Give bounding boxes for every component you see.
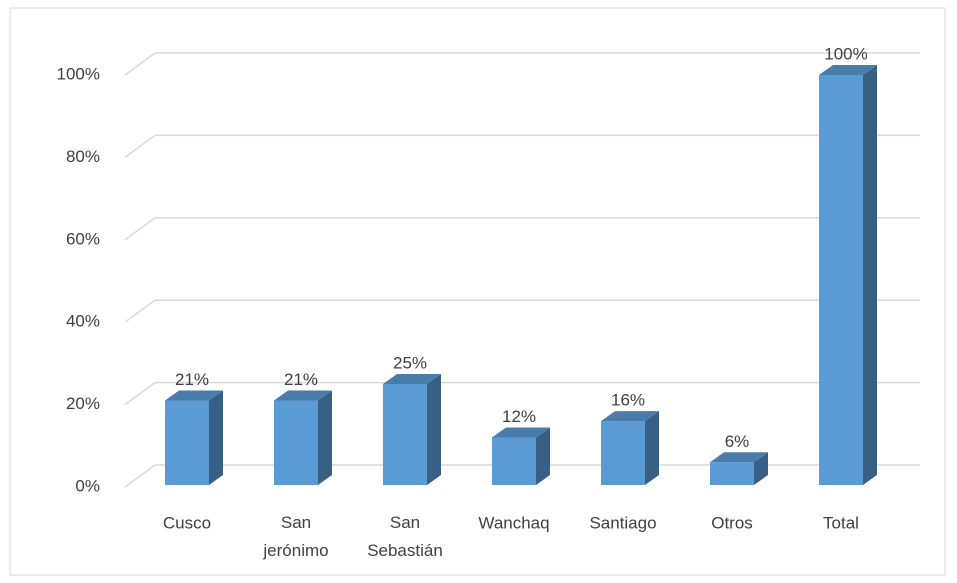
x-tick-label: Cusco [163, 513, 211, 532]
bar-side [645, 411, 659, 485]
bar-front [819, 75, 863, 485]
data-label: 6% [725, 432, 750, 451]
bar-front [274, 400, 318, 485]
x-tick-label: Total [823, 513, 859, 532]
data-label: 25% [393, 353, 427, 372]
grid-line [124, 381, 920, 406]
data-label: 21% [175, 370, 209, 389]
bar [710, 452, 768, 485]
bar [165, 390, 223, 485]
grid-line [124, 134, 920, 159]
y-tick-label: 80% [66, 147, 100, 166]
bar-front [601, 421, 645, 485]
bar-side [536, 427, 550, 485]
y-tick-label: 0% [75, 476, 100, 495]
x-tick-label: San jerónimo [262, 513, 328, 560]
bar [383, 374, 441, 485]
chart-border [9, 7, 946, 576]
bar [492, 427, 550, 485]
bar-front [492, 437, 536, 485]
y-tick-label: 60% [66, 229, 100, 248]
grid-line [124, 217, 920, 241]
bar-top [383, 374, 441, 384]
bar-top [601, 411, 659, 422]
grid-line [124, 464, 920, 488]
x-tick-label: Otros [711, 513, 753, 532]
bar [601, 411, 659, 485]
bar-front [165, 400, 209, 485]
bar-top [710, 452, 768, 463]
data-label: 16% [611, 391, 645, 410]
data-label: 21% [284, 370, 318, 389]
bar-front [710, 462, 754, 485]
x-tick-label: Wanchaq [478, 513, 549, 532]
bar-front [383, 384, 427, 485]
y-tick-label: 20% [66, 394, 100, 413]
data-label: 12% [502, 407, 536, 426]
bar-side [318, 390, 332, 485]
x-tick-label: Santiago [589, 513, 656, 532]
bar-side [209, 390, 223, 485]
y-tick-label: 100% [57, 64, 100, 83]
bar-side [863, 65, 877, 485]
grid-line [124, 299, 920, 323]
bar [274, 390, 332, 485]
bar-side [427, 374, 441, 485]
y-tick-label: 40% [66, 312, 100, 331]
grid-line [124, 52, 920, 76]
bar-top [492, 427, 550, 438]
bar-top [274, 390, 332, 401]
bar [819, 65, 877, 485]
bar-top [165, 390, 223, 401]
data-label: 100% [824, 44, 867, 63]
x-tick-label: San Sebastián [367, 513, 443, 560]
bar-side [754, 452, 768, 485]
bar-top [819, 65, 877, 75]
